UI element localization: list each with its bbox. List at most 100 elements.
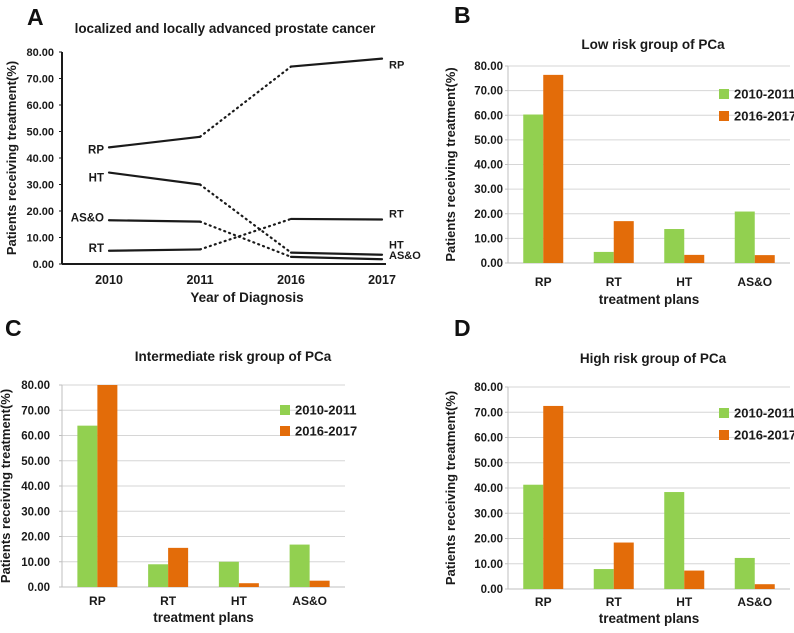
y-tick-label: 50.00: [474, 458, 503, 470]
y-tick-label: 10.00: [26, 233, 54, 245]
line-segment-rp: [107, 135, 202, 149]
category-label: RT: [160, 594, 177, 608]
series-label-left: HT: [89, 173, 104, 185]
line-segment-rt: [107, 248, 202, 252]
x-axis-label: treatment plans: [153, 610, 254, 625]
chart-svg-b: Low risk group of PCa Patients receiving …: [443, 37, 794, 307]
y-tick-label: 60.00: [474, 110, 503, 122]
bar-rp-2010-2011: [523, 114, 544, 263]
line-segment-rt: [198, 217, 293, 251]
legend-label: 2016-2017: [295, 424, 357, 439]
series-label-left: RT: [89, 243, 104, 255]
series-label-right: AS&O: [389, 250, 421, 262]
series-label-right: RT: [389, 208, 404, 220]
legend-label: 2016-2017: [734, 428, 794, 443]
category-label: RP: [535, 275, 552, 289]
bar-rt-2010-2011: [593, 569, 614, 589]
category-label: HT: [231, 594, 248, 608]
legend-swatch-orange: [719, 430, 729, 440]
series-label-left: AS&O: [71, 212, 104, 224]
panel-a: A localized and locally advanced prostat…: [0, 0, 421, 316]
line-segment-ht: [198, 183, 293, 254]
line-segment-rp: [289, 57, 384, 68]
line-segment-rp: [198, 65, 293, 138]
y-tick-label: 20.00: [21, 532, 50, 544]
y-tick-label: 60.00: [26, 100, 54, 112]
bar-asando-2016-2017: [754, 584, 775, 589]
y-axis-label: Patients receiving treatment(%): [443, 391, 458, 585]
panel-letter-b: B: [454, 2, 471, 28]
y-tick-label: 0.00: [28, 582, 50, 594]
panel-letter-c: C: [5, 315, 22, 341]
bar-chart-low-risk: Low risk group of PCa Patients receiving …: [397, 0, 794, 316]
line-segment-ht: [107, 171, 202, 186]
y-tick-label: 0.00: [33, 259, 54, 271]
bar-rp-2016-2017: [543, 74, 564, 264]
x-axis-label: treatment plans: [599, 292, 700, 307]
line-segment-as&o: [289, 255, 384, 261]
y-axis-label: Patients receiving treatment(%): [4, 61, 19, 255]
y-tick-label: 30.00: [474, 508, 503, 520]
category-label: HT: [676, 275, 693, 289]
legend-label: 2016-2017: [734, 109, 794, 124]
x-axis-label: treatment plans: [599, 611, 700, 626]
bar-chart-high-risk: High risk group of PCa Patients receiving…: [397, 317, 794, 633]
panel-letter-a: A: [27, 4, 44, 30]
panel-d: D High risk group of PCa Patients receivi…: [397, 317, 794, 633]
y-tick-label: 70.00: [21, 405, 50, 417]
category-label: AS&O: [737, 595, 772, 609]
chart-svg-d: High risk group of PCa Patients receiving…: [443, 351, 794, 626]
y-tick-label: 40.00: [474, 160, 503, 172]
bar-asando-2010-2011: [289, 544, 310, 587]
legend-swatch-green: [719, 408, 729, 418]
y-tick-label: 50.00: [21, 456, 50, 468]
y-tick-label: 80.00: [474, 382, 503, 394]
y-tick-label: 50.00: [26, 127, 54, 139]
bar-rt-2016-2017: [613, 221, 634, 263]
bar-asando-2016-2017: [754, 255, 775, 263]
category-label: RP: [89, 594, 106, 608]
y-tick-label: 0.00: [481, 584, 503, 596]
y-tick-label: 40.00: [474, 483, 503, 495]
chart-title: localized and locally advanced prostate …: [75, 21, 377, 36]
y-tick-label: 10.00: [474, 559, 503, 571]
bar-ht-2010-2011: [664, 229, 685, 263]
legend-label: 2010-2011: [295, 403, 356, 418]
bar-rp-2016-2017: [97, 385, 118, 587]
category-label: AS&O: [292, 594, 327, 608]
y-tick-label: 40.00: [21, 481, 50, 493]
chart-svg-c: Intermediate risk group of PCa Patients r…: [0, 349, 357, 625]
category-label: RP: [535, 595, 552, 609]
bar-rp-2010-2011: [523, 484, 544, 589]
bar-rt-2016-2017: [613, 542, 634, 589]
legend-swatch-orange: [719, 111, 729, 121]
y-tick-label: 10.00: [21, 557, 50, 569]
y-tick-label: 30.00: [21, 506, 50, 518]
y-tick-label: 60.00: [21, 431, 50, 443]
y-tick-label: 30.00: [26, 180, 54, 192]
bar-rt-2010-2011: [148, 564, 169, 587]
x-tick-label: 2010: [95, 273, 123, 287]
series-label-left: RP: [88, 144, 104, 156]
y-tick-label: 30.00: [474, 184, 503, 196]
category-label: RT: [606, 275, 623, 289]
y-tick-label: 80.00: [474, 61, 503, 73]
y-tick-label: 70.00: [474, 407, 503, 419]
y-tick-label: 20.00: [474, 209, 503, 221]
y-tick-label: 40.00: [26, 153, 54, 165]
series-label-right: HT: [389, 240, 404, 252]
bar-ht-2016-2017: [684, 254, 705, 263]
y-tick-label: 80.00: [21, 380, 50, 392]
line-segment-as&o: [107, 219, 202, 223]
y-tick-label: 80.00: [26, 47, 54, 59]
legend-swatch-green: [280, 405, 290, 415]
bar-rp-2010-2011: [77, 425, 98, 587]
category-label: HT: [676, 595, 693, 609]
y-tick-label: 70.00: [474, 86, 503, 98]
line-chart-localized-pca: localized and locally advanced prostate …: [0, 0, 421, 316]
legend-label: 2010-2011: [734, 406, 794, 421]
line-segment-as&o: [198, 220, 293, 258]
line-segment-ht: [289, 251, 384, 256]
panel-c: C Intermediate risk group of PCa Patients…: [0, 317, 397, 633]
